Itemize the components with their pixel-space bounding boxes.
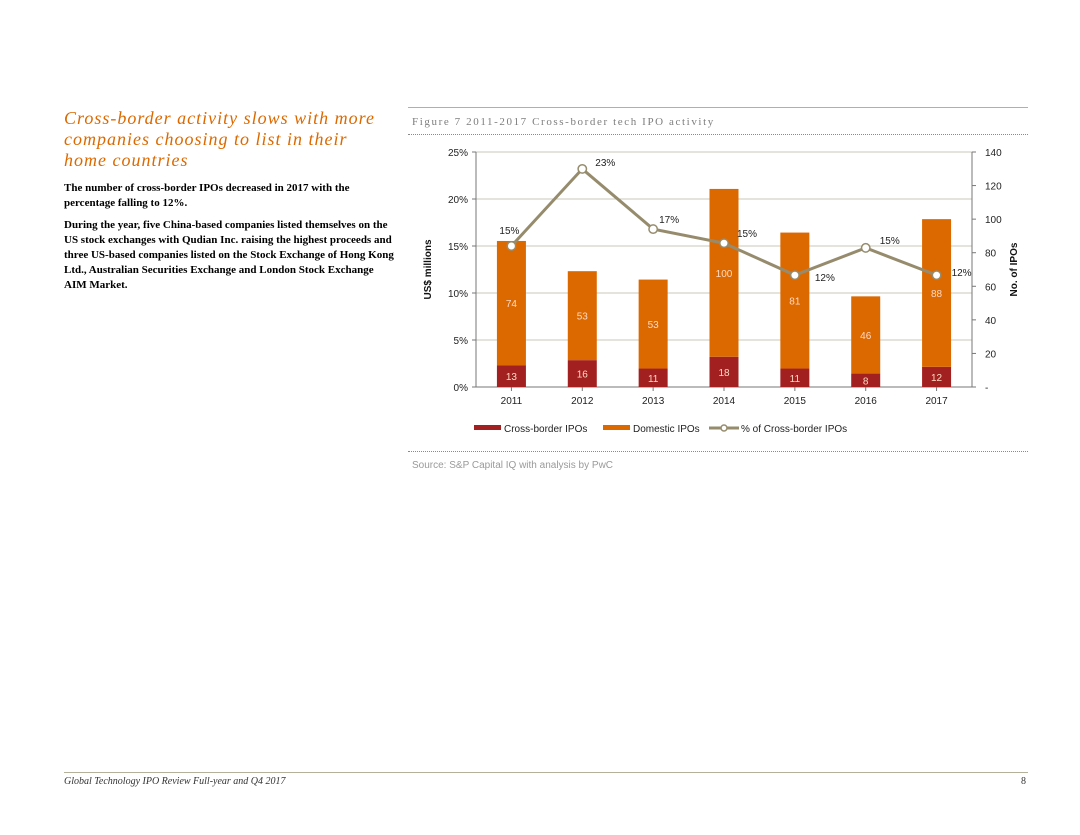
- bar-domestic-label: 46: [860, 331, 872, 342]
- percent-point: [648, 224, 659, 235]
- bar-domestic-label: 74: [506, 299, 518, 310]
- figure-title-divider: [408, 134, 1028, 135]
- left-axis-tick-label: 15%: [448, 242, 468, 253]
- percent-data-label: 15%: [499, 226, 519, 237]
- percent-point: [789, 270, 800, 281]
- bar-cross-border: [780, 368, 810, 387]
- x-axis-tick-label: 2017: [925, 396, 948, 407]
- chart: 0% 5% 10% 15% 20% 25% - 20 40 60 80 100 120 140 US$ mi…: [423, 148, 1020, 435]
- right-axis-tick-label: 40: [985, 316, 997, 327]
- footer-title: Global Technology IPO Review Full-year a…: [64, 776, 286, 787]
- right-axis-tick-label: -: [985, 383, 988, 394]
- legend-label-percent: % of Cross-border IPOs: [741, 424, 847, 435]
- bar-cross-border-label: 11: [648, 374, 659, 385]
- bar-domestic: [922, 219, 952, 367]
- right-axis-tick-label: 140: [985, 148, 1002, 159]
- bar-domestic: [851, 296, 881, 374]
- x-axis-tick-label: 2013: [642, 396, 665, 407]
- bar-domestic-label: 81: [789, 297, 801, 308]
- percent-data-label: 17%: [659, 215, 679, 226]
- x-axis-tick-label: 2011: [501, 396, 523, 407]
- bar-domestic: [496, 240, 526, 366]
- legend-swatch-domestic: [603, 425, 630, 430]
- percent-point: [931, 270, 942, 281]
- footer-rule: [64, 772, 1028, 773]
- page-number: 8: [1021, 776, 1026, 787]
- x-axis-tick-label: 2012: [571, 396, 594, 407]
- percent-data-label: 12%: [952, 268, 972, 279]
- right-axis-tick-label: 60: [985, 282, 997, 293]
- legend-label-domestic: Domestic IPOs: [633, 424, 700, 435]
- right-axis-tick-label: 80: [985, 249, 997, 260]
- bar-cross-border-label: 13: [506, 372, 518, 383]
- percent-data-label: 15%: [880, 236, 900, 247]
- left-axis-tick-label: 10%: [448, 289, 468, 300]
- percent-data-label: 15%: [737, 229, 757, 240]
- bar-domestic-label: 100: [716, 269, 733, 280]
- paragraph-1: The number of cross-border IPOs decrease…: [64, 182, 350, 209]
- bar-cross-border-label: 8: [863, 376, 869, 387]
- right-axis-title: No. of IPOs: [1009, 242, 1020, 296]
- bar-domestic: [638, 279, 668, 369]
- bar-cross-border-label: 12: [931, 373, 943, 384]
- left-column: Cross-border activity slows with more co…: [64, 108, 394, 300]
- bar-cross-border: [496, 365, 526, 387]
- bar-cross-border: [567, 360, 597, 387]
- x-axis-tick-label: 2014: [713, 396, 736, 407]
- bar-cross-border: [709, 356, 739, 387]
- legend-swatch-percent-point: [720, 424, 728, 432]
- paragraph-2: During the year, five China-based compan…: [64, 219, 394, 291]
- bar-cross-border: [851, 373, 881, 387]
- percent-data-label: 12%: [815, 273, 835, 284]
- left-axis-title: US$ millions: [423, 239, 434, 299]
- bar-cross-border-label: 16: [577, 370, 589, 381]
- legend-label-cross-border: Cross-border IPOs: [504, 424, 587, 435]
- percent-point: [506, 241, 517, 251]
- bar-cross-border: [638, 368, 668, 387]
- right-axis-tick-label: 20: [985, 349, 997, 360]
- figure-top-rule: [408, 107, 1028, 108]
- bar-domestic-label: 88: [931, 289, 943, 300]
- left-axis-tick-label: 5%: [454, 336, 469, 347]
- left-axis-tick-label: 25%: [448, 148, 468, 159]
- bar-cross-border: [922, 366, 952, 387]
- figure-title: Figure 7 2011-2017 Cross-border tech IPO…: [412, 116, 715, 128]
- right-axis-tick-label: 100: [985, 215, 1002, 226]
- bar-domestic: [780, 232, 810, 369]
- legend-swatch-cross-border: [474, 425, 501, 430]
- percent-point: [719, 238, 729, 249]
- percent-point: [860, 242, 871, 253]
- headline: Cross-border activity slows with more co…: [64, 108, 375, 170]
- bar-domestic-label: 53: [648, 320, 660, 331]
- x-axis-tick-label: 2016: [855, 396, 878, 407]
- bar-domestic: [709, 188, 739, 357]
- bar-cross-border-label: 18: [718, 368, 730, 379]
- source-note: Source: S&P Capital IQ with analysis by …: [412, 460, 614, 471]
- figure-bottom-divider: [408, 451, 1028, 452]
- left-axis-tick-label: 0%: [454, 383, 469, 394]
- x-axis-tick-label: 2015: [784, 396, 807, 407]
- right-axis-tick-label: 120: [985, 182, 1002, 193]
- bar-domestic-label: 53: [577, 312, 589, 323]
- bar-cross-border-label: 11: [790, 374, 801, 385]
- left-axis-tick-label: 20%: [448, 195, 468, 206]
- bar-domestic: [567, 271, 597, 361]
- percent-data-label: 23%: [595, 158, 615, 169]
- percent-point: [577, 163, 588, 174]
